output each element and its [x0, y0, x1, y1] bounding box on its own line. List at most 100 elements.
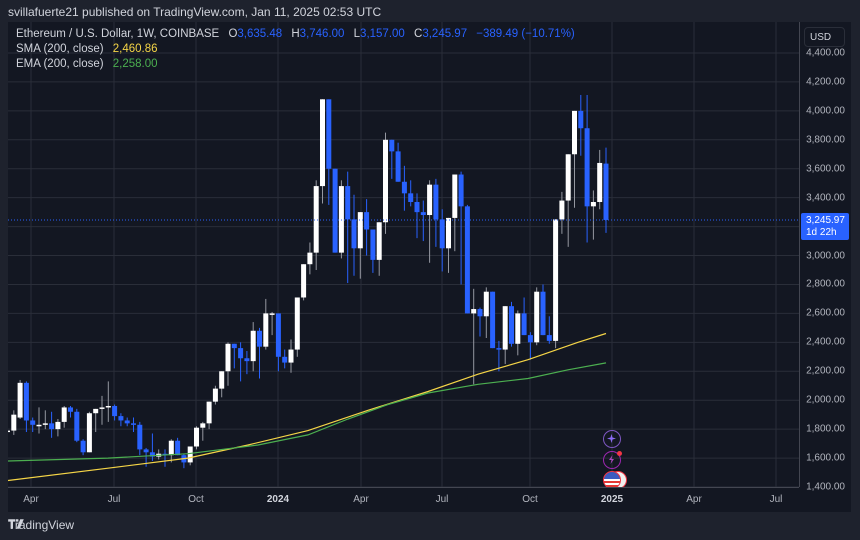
candle — [414, 202, 420, 213]
tradingview-logo-icon — [8, 519, 24, 529]
candle — [572, 110, 577, 155]
symbol-legend-row[interactable]: Ethereum / U.S. Dollar, 1W, COINBASE O 3,… — [16, 27, 575, 42]
candle — [212, 388, 218, 402]
candle — [200, 423, 206, 428]
symbol-title: Ethereum / U.S. Dollar, 1W, COINBASE — [16, 28, 220, 40]
time-tick: Jul — [769, 494, 783, 505]
candle — [74, 411, 80, 441]
time-tick: Apr — [353, 494, 369, 505]
candle — [301, 264, 307, 298]
close-label: C — [414, 28, 423, 40]
candle — [364, 212, 370, 230]
candle — [168, 440, 174, 456]
price-tick: 2,400.00 — [806, 336, 845, 348]
price-tick: 3,800.00 — [806, 134, 845, 146]
current-price-label: 3,245.97 1d 22h — [801, 213, 849, 240]
price-tick: 2,600.00 — [806, 307, 845, 319]
published-header: svillafuerte21 published on TradingView.… — [0, 0, 860, 22]
candle — [332, 168, 338, 253]
price-tick: 2,000.00 — [806, 394, 845, 406]
price-axis[interactable]: USD 4,400.00 4,200.00 4,000.00 3,800.00 3,60… — [799, 22, 851, 493]
ema-label: EMA (200, close) — [16, 58, 104, 70]
candle — [86, 413, 92, 453]
footer-branding[interactable]: TradingView — [8, 518, 74, 532]
candle — [408, 193, 414, 203]
candle — [458, 174, 464, 207]
change-value: −389.49 (−10.71%) — [476, 28, 575, 40]
time-tick: 2025 — [600, 494, 624, 505]
candle — [269, 313, 275, 315]
candle — [395, 151, 401, 182]
candle — [313, 186, 319, 253]
sma-line — [8, 332, 607, 482]
candle — [68, 407, 73, 412]
candle — [483, 291, 489, 317]
candle — [389, 139, 395, 152]
candle — [263, 313, 269, 347]
candle — [105, 405, 111, 408]
candle — [546, 335, 552, 341]
candle — [464, 206, 470, 314]
price-tick: 4,000.00 — [806, 105, 845, 117]
time-tick: Jul — [107, 494, 121, 505]
candle — [471, 309, 477, 314]
close-value: 3,245.97 — [422, 28, 468, 40]
published-text: svillafuerte21 published on TradingView.… — [8, 5, 382, 19]
candle — [175, 440, 181, 456]
candle — [23, 382, 29, 421]
time-axis[interactable]: Apr Jul Oct 2024 Apr Jul Oct 2025 Apr Jul — [8, 487, 799, 512]
sma-label: SMA (200, close) — [16, 43, 104, 55]
brand-name: TradingView — [8, 518, 75, 532]
time-tick: 2024 — [266, 494, 290, 505]
candle — [603, 163, 609, 220]
candle — [351, 219, 357, 249]
high-value: 3,746.00 — [299, 28, 345, 40]
price-tick: 3,000.00 — [806, 250, 845, 262]
sparkle-event-icon[interactable] — [603, 430, 621, 448]
candle — [250, 330, 256, 362]
price-tick: 1,600.00 — [806, 452, 845, 464]
candle — [194, 427, 199, 447]
candle — [257, 330, 262, 347]
candle — [80, 440, 86, 453]
candle — [288, 349, 294, 363]
candle — [326, 99, 332, 169]
ema-legend-row[interactable]: EMA (200, close) 2,258.00 — [16, 57, 575, 72]
candle — [452, 174, 458, 218]
candle — [49, 423, 55, 430]
candle — [401, 181, 407, 194]
candle — [527, 335, 533, 343]
candle — [370, 229, 376, 260]
candle — [597, 162, 603, 203]
notification-dot — [617, 451, 622, 456]
candle — [124, 420, 130, 424]
time-tick: Jul — [435, 494, 449, 505]
lightning-event-icon[interactable] — [603, 451, 622, 469]
price-pane[interactable]: Ethereum / U.S. Dollar, 1W, COINBASE O 3,… — [8, 22, 799, 487]
candle — [137, 424, 143, 450]
sma-legend-row[interactable]: SMA (200, close) 2,460.86 — [16, 42, 575, 57]
currency-button[interactable]: USD — [804, 27, 845, 47]
candle — [238, 348, 244, 359]
candle — [8, 430, 10, 433]
candle — [433, 184, 439, 220]
candle — [345, 186, 351, 220]
candle — [294, 297, 300, 350]
candle — [206, 401, 212, 424]
ema-value: 2,258.00 — [112, 58, 158, 70]
candle — [275, 313, 281, 357]
candle — [559, 200, 565, 220]
candle — [112, 405, 118, 417]
current-price: 3,245.97 — [806, 215, 845, 226]
ema-line — [8, 362, 607, 462]
us-flag-event-icon[interactable] — [603, 471, 621, 487]
price-tick: 2,800.00 — [806, 278, 845, 290]
candle — [282, 356, 288, 363]
candle — [11, 414, 17, 431]
candle — [509, 306, 514, 344]
candle — [338, 186, 344, 253]
candle — [231, 343, 237, 349]
candlestick-chart[interactable] — [8, 22, 799, 487]
chart-frame[interactable]: Ethereum / U.S. Dollar, 1W, COINBASE O 3,… — [8, 22, 851, 512]
open-label: O — [228, 28, 238, 40]
